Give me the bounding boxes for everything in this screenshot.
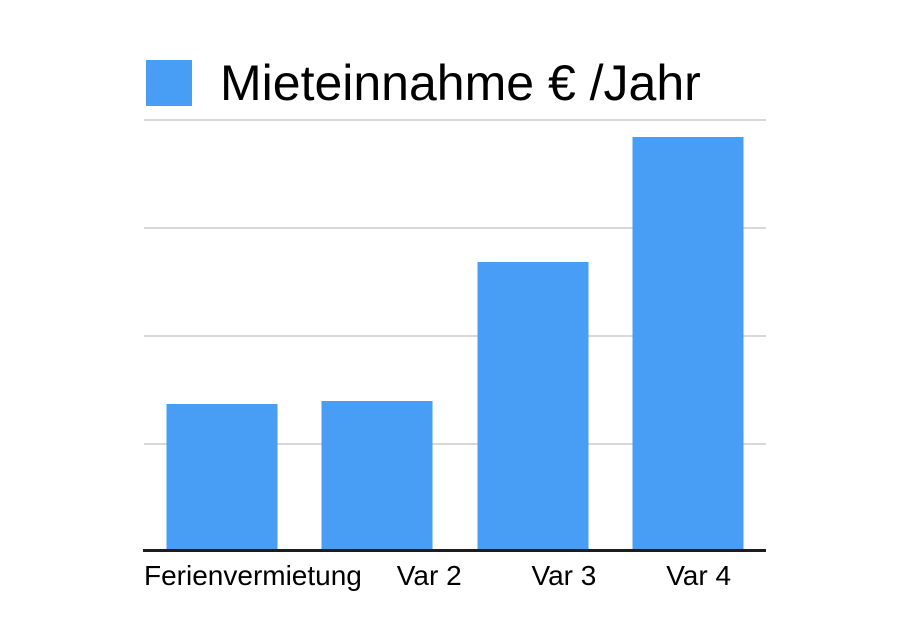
bar-slot — [455, 119, 611, 551]
gridline — [144, 335, 766, 337]
gridline — [144, 443, 766, 445]
chart-legend: Mieteinnahme € /Jahr — [146, 54, 701, 111]
x-axis-labels: Ferienvermietung Var 2 Var 3 Var 4 — [144, 560, 766, 592]
x-axis-label: Var 2 — [396, 560, 462, 591]
x-axis-label: Var 4 — [666, 560, 732, 591]
bar-slot — [144, 119, 300, 551]
bar — [166, 404, 278, 551]
x-axis-label-slot: Var 2 — [362, 560, 497, 592]
bar — [321, 400, 433, 551]
gridline — [144, 119, 766, 121]
bar-slot — [300, 119, 456, 551]
bar — [477, 261, 589, 551]
x-axis-label-slot: Var 3 — [497, 560, 632, 592]
x-axis-label-slot: Ferienvermietung — [144, 560, 362, 592]
gridline — [144, 227, 766, 229]
x-axis-label: Ferienvermietung — [144, 560, 362, 591]
chart-title: Mieteinnahme € /Jahr — [220, 54, 701, 111]
legend-swatch-icon — [146, 59, 192, 106]
bar — [632, 137, 744, 551]
bars-container — [144, 119, 766, 551]
bar-slot — [611, 119, 767, 551]
plot-area — [143, 119, 766, 552]
x-axis-line — [143, 549, 766, 552]
x-axis-label-slot: Var 4 — [631, 560, 766, 592]
x-axis-label: Var 3 — [531, 560, 597, 591]
